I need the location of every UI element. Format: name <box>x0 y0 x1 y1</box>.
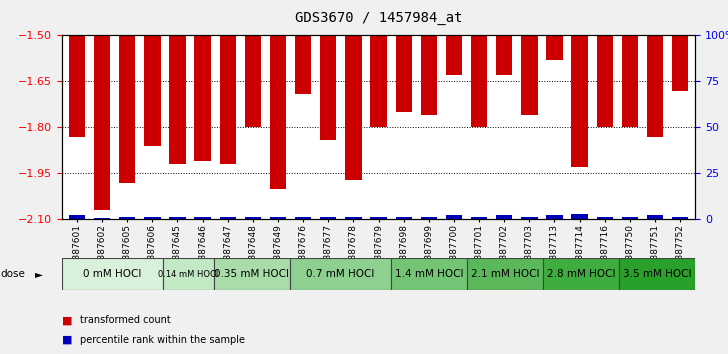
Bar <box>622 35 638 127</box>
Bar <box>647 35 663 137</box>
Text: ►: ► <box>35 269 43 279</box>
Bar <box>471 217 487 219</box>
Bar <box>270 217 286 219</box>
Bar <box>521 217 537 219</box>
Text: 2.1 mM HOCl: 2.1 mM HOCl <box>471 269 539 279</box>
Bar <box>295 217 312 219</box>
Bar <box>421 217 437 219</box>
Bar <box>220 217 236 219</box>
Bar <box>345 35 362 179</box>
Text: 0 mM HOCl: 0 mM HOCl <box>84 269 142 279</box>
Bar <box>194 217 211 219</box>
Bar <box>471 35 487 127</box>
Bar <box>170 217 186 219</box>
Bar <box>170 35 186 164</box>
Text: 3.5 mM HOCl: 3.5 mM HOCl <box>623 269 692 279</box>
Bar <box>119 217 135 219</box>
Bar <box>68 35 85 137</box>
Bar <box>290 258 391 290</box>
Bar <box>144 217 161 219</box>
Text: percentile rank within the sample: percentile rank within the sample <box>80 335 245 345</box>
Bar <box>68 215 85 219</box>
Bar <box>421 35 437 115</box>
Text: GDS3670 / 1457984_at: GDS3670 / 1457984_at <box>295 11 462 25</box>
Bar <box>446 35 462 75</box>
Bar <box>543 258 620 290</box>
Bar <box>391 258 467 290</box>
Bar <box>245 35 261 127</box>
Bar <box>521 35 537 115</box>
Bar <box>371 35 387 127</box>
Bar <box>62 258 163 290</box>
Bar <box>596 35 613 127</box>
Bar <box>345 217 362 219</box>
Bar <box>446 215 462 219</box>
Text: 0.7 mM HOCl: 0.7 mM HOCl <box>306 269 375 279</box>
Bar <box>295 35 312 94</box>
Bar <box>596 217 613 219</box>
Bar <box>119 35 135 183</box>
Bar <box>220 35 236 164</box>
Bar <box>672 35 689 91</box>
Bar <box>467 258 543 290</box>
Bar <box>622 217 638 219</box>
Bar <box>571 35 587 167</box>
Text: ■: ■ <box>62 335 72 345</box>
Bar <box>496 215 513 219</box>
Bar <box>194 35 211 161</box>
Bar <box>371 217 387 219</box>
Text: 2.8 mM HOCl: 2.8 mM HOCl <box>547 269 615 279</box>
Bar <box>571 213 587 219</box>
Text: dose: dose <box>1 269 25 279</box>
Text: 0.14 mM HOCl: 0.14 mM HOCl <box>159 270 218 279</box>
Bar <box>214 258 290 290</box>
Text: transformed count: transformed count <box>80 315 171 325</box>
Bar <box>647 215 663 219</box>
Bar <box>546 35 563 60</box>
Text: ■: ■ <box>62 315 72 325</box>
Bar <box>672 217 689 219</box>
Bar <box>94 35 110 210</box>
Bar <box>245 217 261 219</box>
Bar <box>496 35 513 75</box>
Bar <box>395 217 412 219</box>
Bar <box>320 217 336 219</box>
Bar <box>163 258 214 290</box>
Bar <box>620 258 695 290</box>
Bar <box>395 35 412 112</box>
Bar <box>546 215 563 219</box>
Bar <box>94 218 110 219</box>
Bar <box>270 35 286 189</box>
Text: 1.4 mM HOCl: 1.4 mM HOCl <box>395 269 464 279</box>
Bar <box>320 35 336 140</box>
Bar <box>144 35 161 146</box>
Text: 0.35 mM HOCl: 0.35 mM HOCl <box>214 269 290 279</box>
